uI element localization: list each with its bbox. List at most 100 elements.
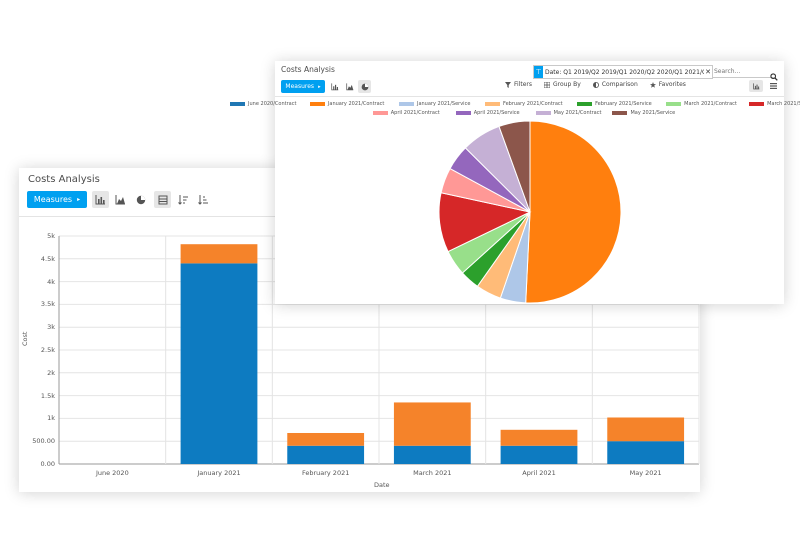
y-tick-label: 1k: [47, 414, 55, 423]
pie-chart-button[interactable]: [132, 191, 149, 208]
sort-ascending-icon: [197, 194, 208, 205]
pie-chart-icon: [361, 83, 368, 90]
x-tick-label: June 2020: [95, 469, 129, 477]
legend-swatch: [372, 111, 388, 115]
legend-swatch: [309, 102, 325, 106]
filters-button[interactable]: Filters: [505, 81, 532, 88]
page-title: Costs Analysis: [28, 174, 100, 185]
y-tick-label: 1.5k: [40, 391, 55, 400]
legend-item[interactable]: March 2021/Contract: [666, 101, 737, 107]
bar-chart-icon: [752, 82, 759, 89]
legend-item[interactable]: April 2021/Service: [455, 110, 520, 116]
y-tick-label: 2.5k: [40, 346, 55, 354]
legend-label: January 2021/Service: [416, 101, 471, 107]
comparison-icon: [592, 81, 599, 88]
legend-item[interactable]: January 2021/Service: [398, 101, 471, 107]
y-tick-label: 3.5k: [40, 300, 55, 309]
legend-swatch: [398, 102, 414, 106]
comparison-button[interactable]: Comparison: [592, 81, 638, 88]
legend-label: April 2021/Contract: [390, 110, 440, 116]
x-tick-label: February 2021: [301, 469, 350, 477]
area-chart-button[interactable]: [112, 191, 129, 208]
bar: [500, 429, 578, 446]
x-tick-label: January 2021: [197, 469, 241, 477]
bar-chart-button[interactable]: [328, 80, 341, 93]
legend-label: March 2021/Service: [767, 101, 800, 107]
bar: [607, 417, 685, 442]
bar-chart-icon: [95, 194, 105, 204]
bar: [393, 402, 471, 446]
search-button[interactable]: [770, 66, 778, 85]
bar: [287, 445, 365, 464]
funnel-icon: [505, 81, 511, 88]
list-icon: [769, 83, 777, 89]
legend-swatch: [749, 102, 765, 106]
legend-item[interactable]: February 2021/Contract: [484, 101, 563, 107]
favorites-button[interactable]: Favorites: [649, 81, 686, 88]
sort-descending-button[interactable]: [174, 191, 191, 208]
legend-item[interactable]: January 2021/Contract: [309, 101, 384, 107]
x-tick-label: March 2021: [413, 469, 452, 477]
y-tick-label: 4k: [47, 277, 55, 286]
sort-ascending-button[interactable]: [194, 191, 211, 208]
legend-label: May 2021/Service: [630, 110, 676, 116]
group-by-label: Group By: [553, 81, 581, 88]
measures-label: Measures: [285, 83, 315, 90]
legend-swatch: [484, 102, 500, 106]
legend-swatch: [666, 102, 682, 106]
star-icon: [649, 81, 656, 88]
legend-item[interactable]: May 2021/Service: [612, 110, 675, 116]
bar: [180, 244, 258, 264]
legend-item[interactable]: April 2021/Contract: [372, 110, 440, 116]
table-button[interactable]: [154, 191, 171, 208]
x-axis-title: Date: [374, 481, 390, 489]
legend-label: February 2021/Service: [595, 101, 652, 107]
bar-chart-icon: [330, 82, 338, 90]
legend-swatch: [577, 102, 593, 106]
legend-item[interactable]: March 2021/Service: [749, 101, 800, 107]
close-icon[interactable]: ✕: [705, 68, 711, 76]
bar: [287, 432, 365, 446]
search-input[interactable]: [712, 65, 776, 78]
group-by-button[interactable]: Group By: [544, 81, 581, 88]
toolbar-divider: [275, 96, 784, 97]
legend-swatch: [455, 111, 471, 115]
list-view-button[interactable]: [766, 80, 780, 92]
table-icon: [158, 195, 167, 204]
bar: [500, 445, 578, 464]
y-axis-title: Cost: [21, 331, 29, 346]
legend-label: May 2021/Contract: [553, 110, 602, 116]
y-tick-label: 2k: [47, 368, 55, 377]
legend-item[interactable]: May 2021/Contract: [535, 110, 602, 116]
measures-button[interactable]: Measures ▸: [27, 191, 87, 208]
pie-chart-window: Costs Analysis ⊤ Date: Q1 2019/Q2 2019/Q…: [230, 61, 800, 304]
y-tick-label: 0.00: [40, 460, 55, 468]
pie-chart: [438, 120, 622, 304]
bar: [607, 441, 685, 464]
filter-icon: ⊤: [534, 66, 543, 78]
x-tick-label: April 2021: [522, 469, 556, 477]
y-tick-label: 500.00: [32, 437, 55, 446]
bar-chart-button[interactable]: [92, 191, 109, 208]
area-chart-icon: [115, 194, 125, 204]
graph-view-button[interactable]: [749, 80, 763, 92]
favorites-label: Favorites: [658, 81, 686, 88]
legend-item[interactable]: February 2021/Service: [577, 101, 652, 107]
legend-swatch: [535, 111, 551, 115]
legend-swatch: [230, 102, 246, 106]
facet-value: Date: Q1 2019/Q2 2019/Q1 2020/Q2 2020/Q1…: [545, 68, 704, 76]
bar: [180, 263, 258, 464]
area-chart-icon: [345, 82, 353, 90]
caret-right-icon: ▸: [77, 196, 81, 203]
pie-slice: [525, 120, 622, 304]
area-chart-button[interactable]: [343, 80, 356, 93]
legend-label: June 2020/Contract: [248, 101, 297, 107]
caret-right-icon: ▸: [318, 83, 321, 90]
measures-button[interactable]: Measures ▸: [281, 80, 325, 93]
legend-item[interactable]: June 2020/Contract: [230, 101, 296, 107]
bar-chart: [58, 235, 700, 465]
y-tick-label: 4.5k: [40, 254, 55, 263]
pie-chart-icon: [136, 195, 145, 204]
search-icon: [770, 73, 778, 81]
pie-chart-button[interactable]: [358, 80, 371, 93]
